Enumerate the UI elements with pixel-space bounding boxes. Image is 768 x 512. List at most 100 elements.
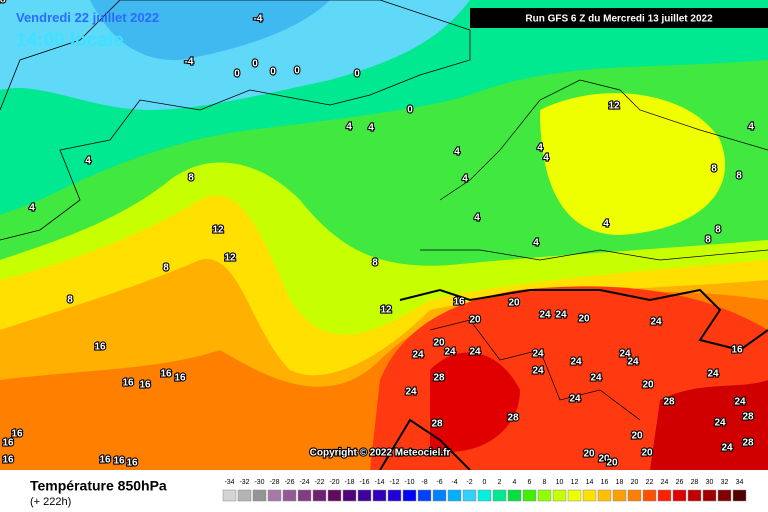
legend-label: 34 bbox=[736, 479, 744, 486]
isotherm-label: 4 bbox=[603, 219, 609, 230]
isotherm-label: 24 bbox=[469, 347, 481, 358]
legend-swatch bbox=[702, 489, 717, 502]
field-title: Température 850hPa bbox=[30, 478, 167, 494]
legend-label: -30 bbox=[254, 479, 264, 486]
legend-label: -18 bbox=[344, 479, 354, 486]
isotherm-label: 4 bbox=[748, 122, 754, 133]
legend-label: 28 bbox=[691, 479, 699, 486]
isotherm-label: 4 bbox=[462, 174, 468, 185]
legend-swatch bbox=[672, 489, 687, 502]
isotherm-label: 16 bbox=[113, 456, 125, 467]
isotherm-label: 20 bbox=[583, 449, 595, 460]
legend-swatch bbox=[222, 489, 237, 502]
isotherm-label: 16 bbox=[174, 373, 186, 384]
isotherm-label: 20 bbox=[642, 380, 654, 391]
legend-swatch bbox=[267, 489, 282, 502]
legend-label: 0 bbox=[483, 479, 487, 486]
isotherm-label: 16 bbox=[2, 455, 14, 466]
isotherm-label: 4 bbox=[346, 122, 352, 133]
isotherm-label: 0 bbox=[234, 69, 240, 80]
isotherm-label: 28 bbox=[742, 438, 754, 449]
isotherm-label: 4 bbox=[85, 156, 91, 167]
legend-swatch bbox=[402, 489, 417, 502]
legend-swatch bbox=[312, 489, 327, 502]
isotherm-label: 20 bbox=[508, 298, 520, 309]
isotherm-label: 8 bbox=[711, 164, 717, 175]
legend-label: -32 bbox=[239, 479, 249, 486]
legend-swatch bbox=[492, 489, 507, 502]
legend-swatch bbox=[612, 489, 627, 502]
legend-label: -12 bbox=[389, 479, 399, 486]
legend-swatch bbox=[282, 489, 297, 502]
forecast-time: 14:00 locale bbox=[16, 30, 124, 51]
isotherm-label: 24 bbox=[570, 357, 582, 368]
legend-swatch bbox=[507, 489, 522, 502]
legend-swatch bbox=[327, 489, 342, 502]
lead-time: (+ 222h) bbox=[30, 496, 71, 508]
isotherm-label: 8 bbox=[705, 235, 711, 246]
legend-label: -6 bbox=[436, 479, 442, 486]
legend-swatch bbox=[447, 489, 462, 502]
legend-swatch bbox=[417, 489, 432, 502]
isotherm-label: 16 bbox=[126, 458, 138, 469]
isotherm-label: 24 bbox=[539, 310, 551, 321]
legend-label: 14 bbox=[586, 479, 594, 486]
isotherm-label: 8 bbox=[372, 258, 378, 269]
color-legend: -34 -32 -30 -28 -26 -24 -22 -20 -18 -16 -14 -12 -10-… bbox=[222, 479, 747, 502]
isotherm-label: 16 bbox=[139, 380, 151, 391]
isotherm-label: 8 bbox=[188, 173, 194, 184]
legend-label: 16 bbox=[601, 479, 609, 486]
isotherm-label: 24 bbox=[627, 357, 639, 368]
legend-swatch bbox=[297, 489, 312, 502]
legend-swatch bbox=[567, 489, 582, 502]
legend-swatch bbox=[537, 489, 552, 502]
legend-label: 18 bbox=[616, 479, 624, 486]
isotherm-label: 28 bbox=[742, 412, 754, 423]
isotherm-label: 4 bbox=[537, 143, 543, 154]
isotherm-label: 28 bbox=[433, 373, 445, 384]
isotherm-label: -4 bbox=[185, 57, 194, 68]
isotherm-label: 0 bbox=[270, 67, 276, 78]
isotherm-label: 16 bbox=[731, 345, 743, 356]
legend-label: 10 bbox=[556, 479, 564, 486]
legend-label: -2 bbox=[466, 479, 472, 486]
isotherm-label: 0 bbox=[294, 66, 300, 77]
legend-label: 22 bbox=[646, 479, 654, 486]
legend-label: -16 bbox=[359, 479, 369, 486]
isotherm-label: 24 bbox=[532, 366, 544, 377]
legend-swatch bbox=[477, 489, 492, 502]
isotherm-label: 4 bbox=[474, 213, 480, 224]
isotherm-label: 12 bbox=[380, 305, 392, 316]
legend-label: -8 bbox=[421, 479, 427, 486]
isotherm-label: 24 bbox=[412, 350, 424, 361]
legend-label: -14 bbox=[374, 479, 384, 486]
legend-label: 24 bbox=[661, 479, 669, 486]
legend-label: 6 bbox=[528, 479, 532, 486]
isotherm-label: 24 bbox=[444, 347, 456, 358]
legend-swatch bbox=[237, 489, 252, 502]
isotherm-label: 16 bbox=[122, 378, 134, 389]
temperature-field bbox=[0, 0, 768, 470]
isotherm-label: 8 bbox=[67, 295, 73, 306]
legend-label: 30 bbox=[706, 479, 714, 486]
isotherm-label: 16 bbox=[94, 342, 106, 353]
legend-label: 32 bbox=[721, 479, 729, 486]
isotherm-label: 16 bbox=[11, 429, 23, 440]
isotherm-label: 20 bbox=[598, 454, 610, 465]
isotherm-label: 0 bbox=[354, 69, 360, 80]
legend-label: -4 bbox=[451, 479, 457, 486]
legend-label: 2 bbox=[498, 479, 502, 486]
legend-swatch bbox=[642, 489, 657, 502]
isotherm-label: 28 bbox=[507, 413, 519, 424]
legend-label: -22 bbox=[314, 479, 324, 486]
isotherm-label: 8 bbox=[163, 263, 169, 274]
isotherm-label: 28 bbox=[431, 419, 443, 430]
legend-label: -26 bbox=[284, 479, 294, 486]
isotherm-label: 4 bbox=[543, 153, 549, 164]
legend-label: -10 bbox=[404, 479, 414, 486]
isotherm-label: 16 bbox=[453, 297, 465, 308]
copyright: Copyright © 2022 Meteociel.fr bbox=[310, 448, 451, 459]
isotherm-label: 20 bbox=[433, 338, 445, 349]
legend-swatch bbox=[717, 489, 732, 502]
